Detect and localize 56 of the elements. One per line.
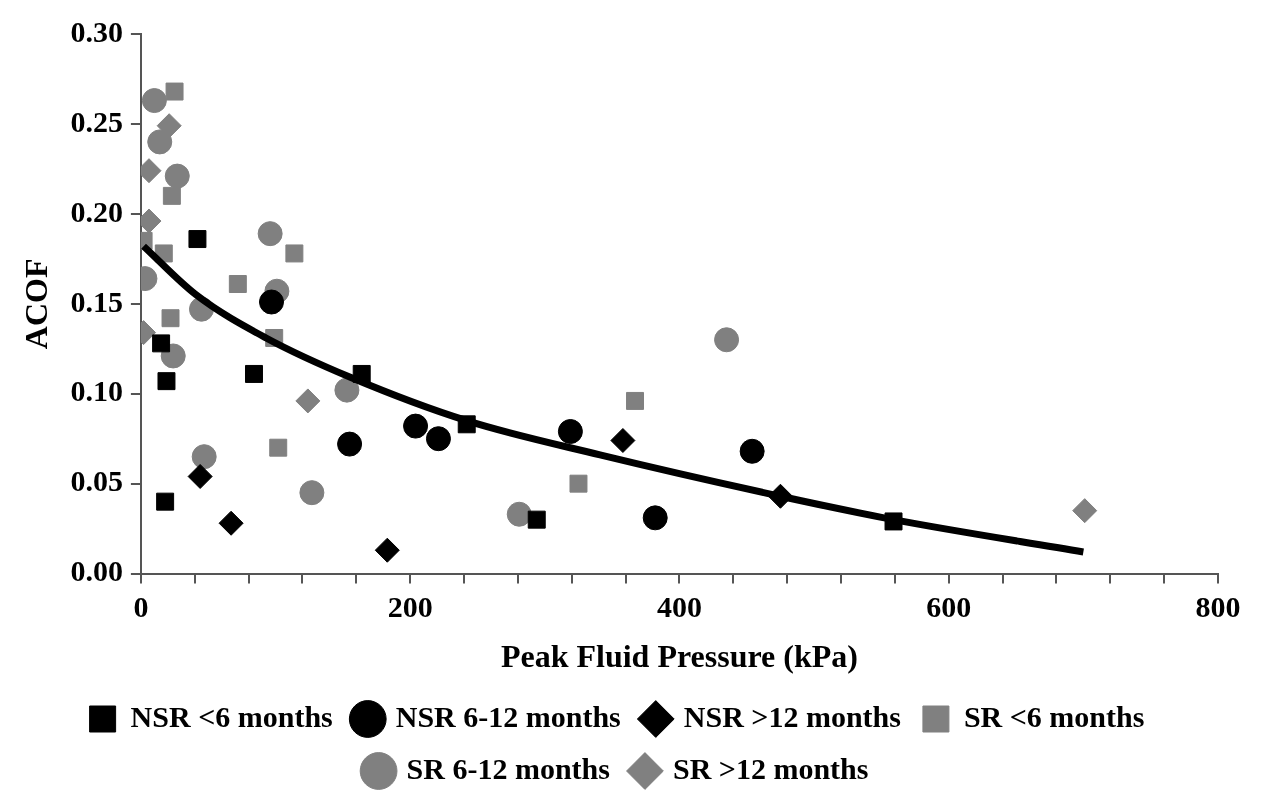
point (188, 230, 207, 249)
legend-label: NSR >12 months (683, 699, 901, 733)
y-tick-label: 0.15 (70, 284, 123, 318)
y-tick-label: 0.10 (70, 374, 123, 408)
point (403, 413, 429, 439)
y-tick-label: 0.20 (70, 194, 123, 228)
point (557, 419, 583, 445)
point (285, 244, 304, 263)
point (299, 480, 325, 506)
point (1072, 498, 1098, 524)
point (161, 309, 180, 328)
point (374, 537, 400, 563)
point (147, 129, 173, 155)
x-tick-label: 600 (926, 590, 972, 624)
point (334, 377, 360, 403)
point (157, 372, 176, 391)
point (527, 510, 546, 529)
point (191, 444, 217, 470)
y-tick-label: 0.30 (70, 14, 123, 48)
point (257, 221, 283, 247)
point (228, 275, 247, 293)
point (610, 428, 636, 453)
point (506, 501, 532, 527)
point (626, 391, 645, 410)
point (162, 186, 181, 205)
point (569, 474, 588, 493)
point (141, 88, 167, 114)
point (714, 327, 740, 353)
y-tick-label: 0.00 (70, 554, 123, 588)
y-axis-title: ACOF (18, 258, 55, 350)
x-tick-label: 400 (656, 590, 702, 624)
point (259, 289, 284, 315)
legend-label: NSR <6 months (130, 699, 333, 733)
y-tick-label: 0.25 (70, 104, 123, 138)
legend-label: SR >12 months (672, 751, 869, 785)
point (739, 438, 765, 464)
point (295, 388, 321, 414)
legend-label: SR 6-12 months (406, 751, 610, 785)
point (187, 463, 213, 489)
y-tick-label: 0.05 (70, 464, 123, 498)
point (165, 82, 184, 101)
point (425, 426, 451, 452)
point (642, 505, 668, 531)
point (156, 492, 175, 511)
x-axis-title: Peak Fluid Pressure (kPa) (500, 638, 858, 675)
x-tick-label: 200 (387, 590, 433, 624)
point (269, 438, 288, 457)
x-tick-label: 0 (133, 590, 149, 624)
point (337, 431, 363, 457)
point (152, 334, 171, 353)
point (245, 364, 263, 383)
x-tick-label: 800 (1195, 590, 1241, 624)
legend-label: SR <6 months (963, 699, 1145, 733)
legend-label: NSR 6-12 months (395, 699, 621, 733)
point (218, 510, 244, 536)
point (164, 163, 190, 189)
